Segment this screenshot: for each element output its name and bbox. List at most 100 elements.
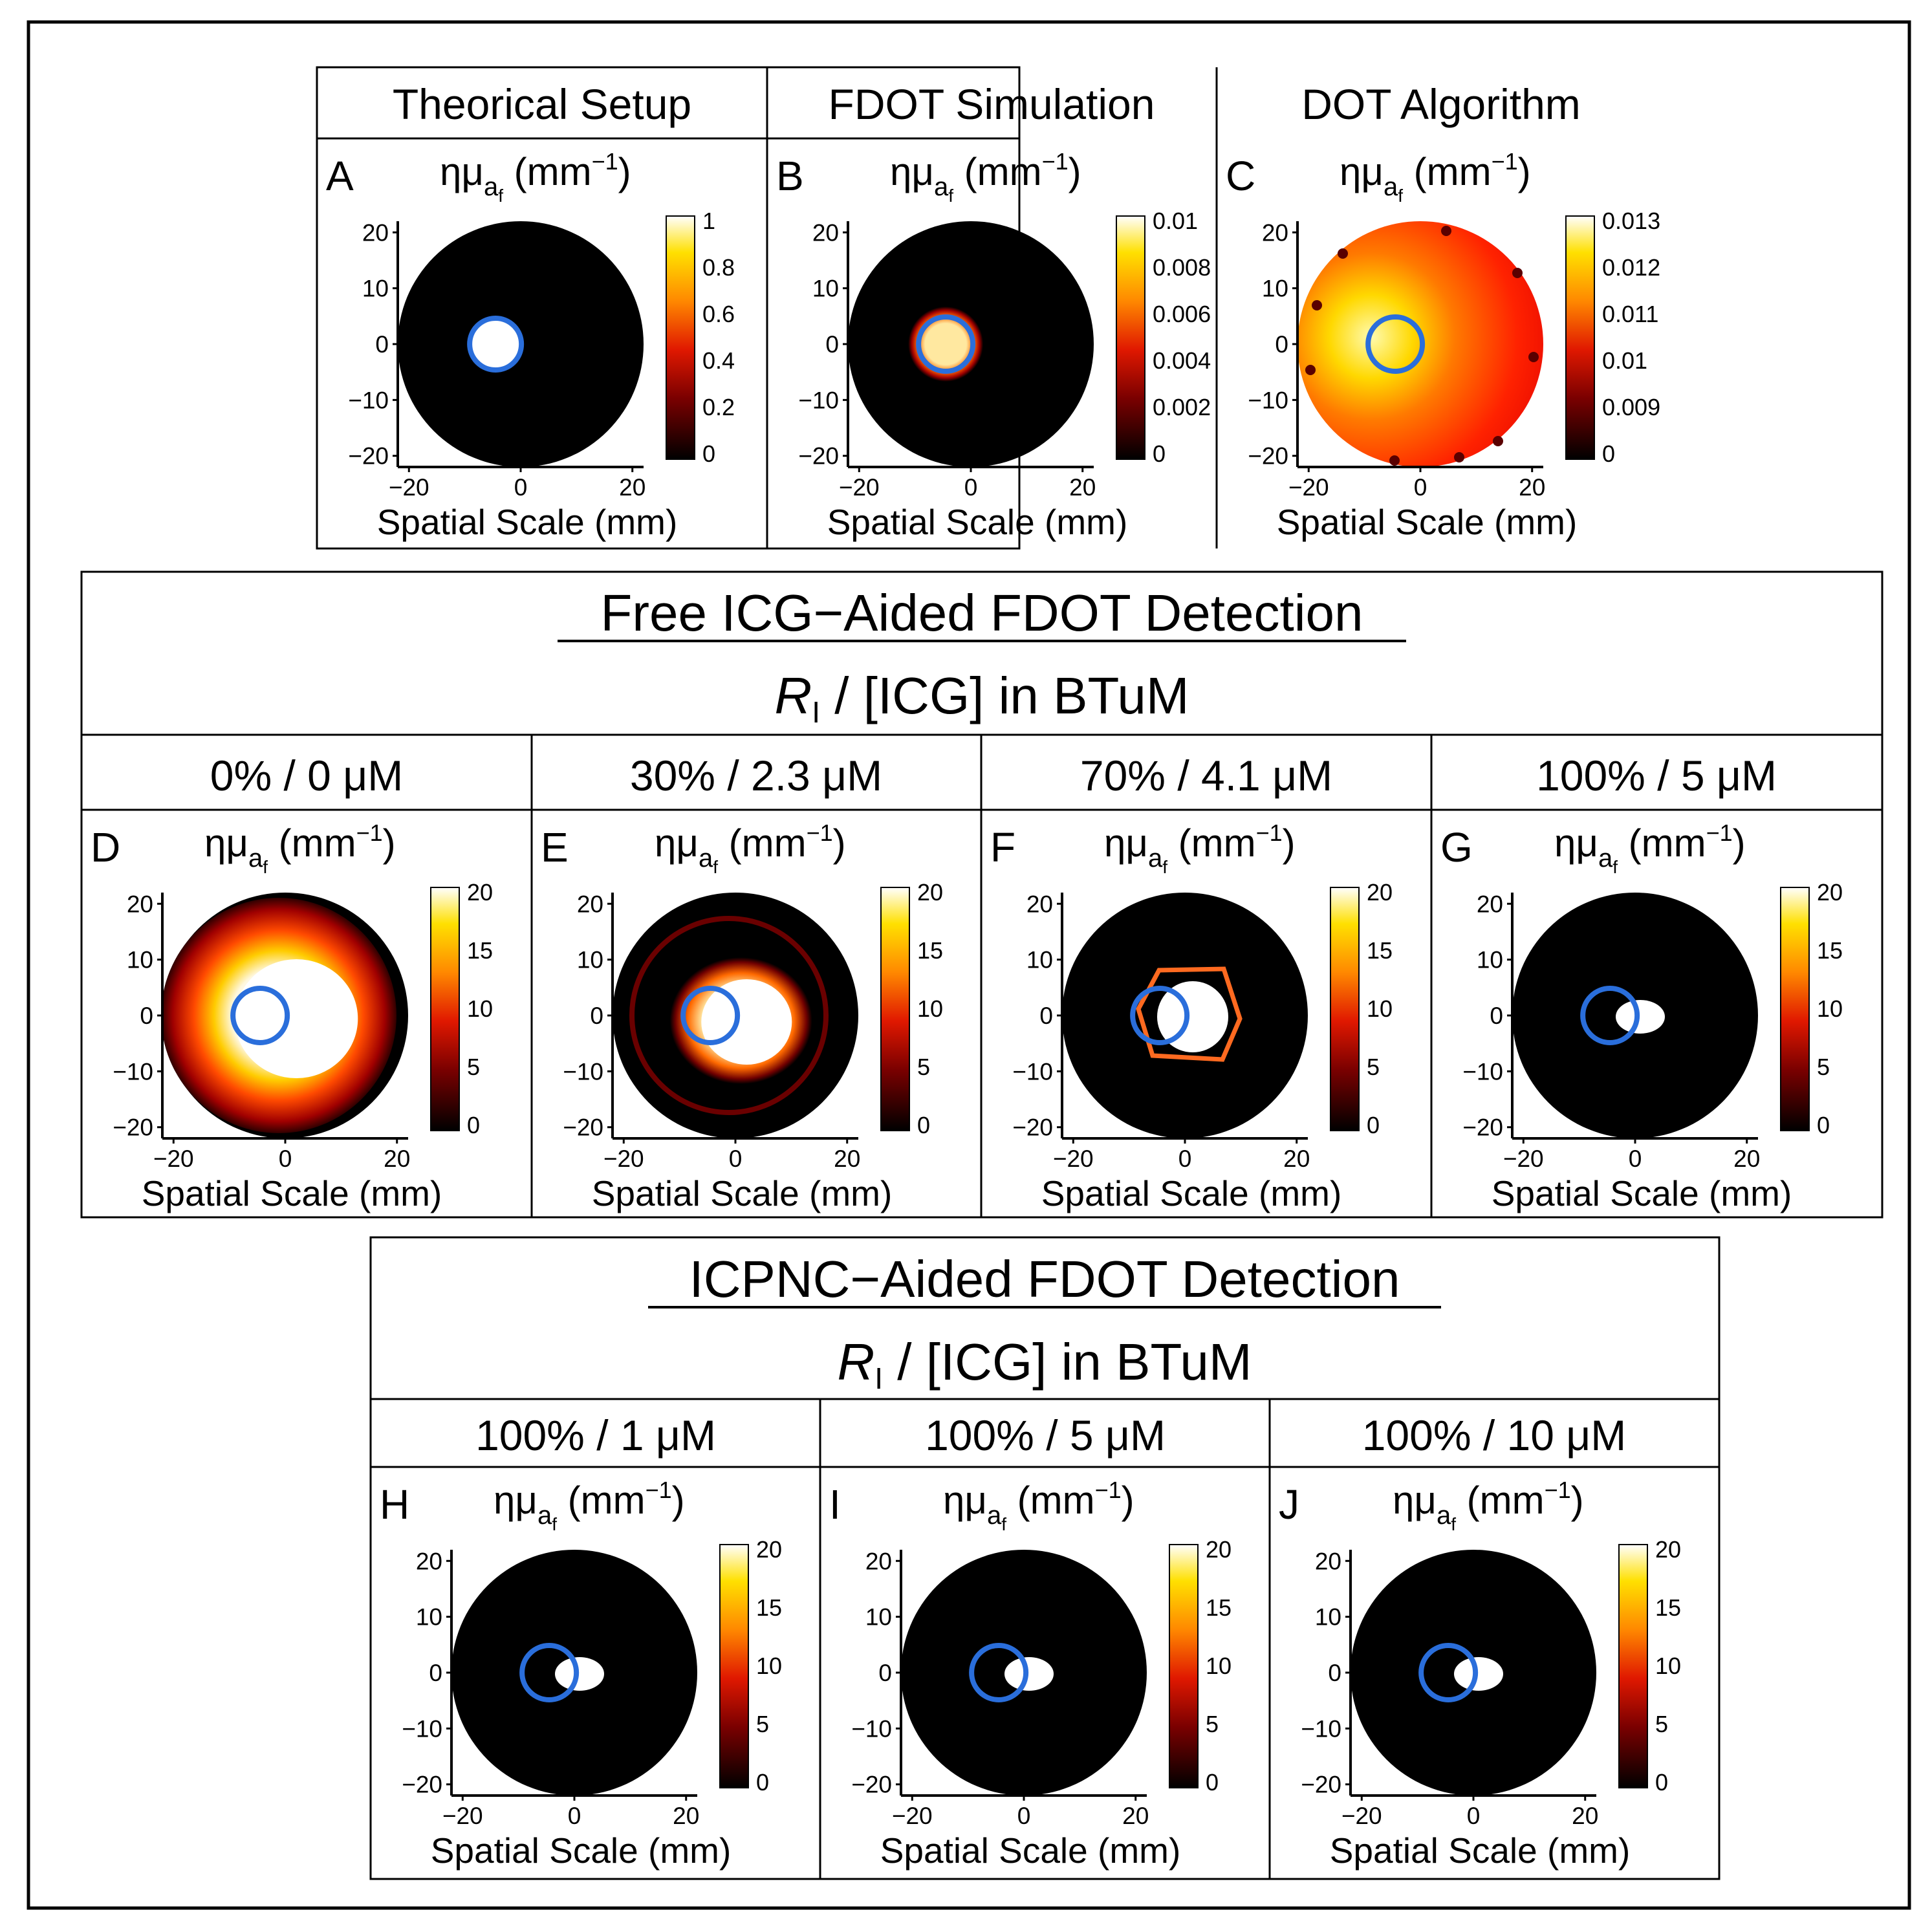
subtitle-text: / [ICG] in BTuM [820, 667, 1189, 724]
colorbar-tick-label: 0.012 [1602, 254, 1660, 281]
x-tick-label: −20 [1503, 1145, 1544, 1172]
heatmap-artifact [1512, 268, 1523, 278]
y-tick-label: −20 [1301, 1772, 1341, 1798]
unit-open: (mm [1403, 150, 1492, 193]
heatmap-artifact [1312, 300, 1322, 310]
quantity-symbol: ημ [943, 1479, 987, 1522]
y-tick-label: −10 [851, 1715, 892, 1742]
unit-open: (mm [718, 821, 807, 865]
ratio-symbol: R [837, 1333, 874, 1391]
unit-exponent: −1 [646, 1477, 672, 1503]
quantity-label: ημaf (mm−1) [440, 148, 631, 206]
colorbar [1565, 215, 1595, 460]
colorbar-tick-label: 0.009 [1602, 394, 1660, 420]
quantity-subscript: a [987, 1501, 1002, 1530]
heatmap-artifact [1454, 452, 1464, 462]
ratio-subscript: I [874, 1362, 883, 1395]
colorbar-tick-label: 10 [756, 1653, 782, 1679]
colorbar [1169, 1544, 1199, 1788]
unit-close: ) [1122, 1479, 1134, 1522]
y-tick-label: 20 [1026, 891, 1053, 917]
column-header: 0% / 0 μM [210, 752, 403, 799]
x-tick-label: 0 [1178, 1145, 1192, 1172]
colorbar-tick-label: 0.002 [1153, 394, 1211, 420]
quantity-subscript: a [1437, 1501, 1451, 1530]
y-tick-label: −10 [113, 1058, 153, 1085]
heatmap-artifact [1305, 365, 1316, 375]
target-inclusion [468, 317, 523, 371]
colorbar-tick-label: 15 [917, 937, 943, 964]
section-subtitle: RI / [ICG] in BTuM [774, 667, 1189, 729]
colorbar-tick-label: 0 [917, 1112, 930, 1138]
unit-exponent: −1 [1545, 1477, 1571, 1503]
y-tick-label: 0 [878, 1660, 892, 1686]
x-tick-label: −20 [153, 1145, 194, 1172]
colorbar-tick-label: 5 [467, 1054, 480, 1080]
x-tick-label: −20 [442, 1803, 483, 1829]
y-tick-label: 20 [812, 219, 839, 246]
colorbar-tick-label: 10 [1367, 995, 1393, 1022]
y-tick-label: −10 [798, 387, 839, 413]
colorbar-tick-label: 0.01 [1602, 347, 1647, 374]
x-tick-label: 20 [1572, 1803, 1598, 1829]
y-tick-label: 0 [590, 1003, 603, 1029]
y-tick-label: 20 [1315, 1548, 1341, 1574]
target-outline [230, 986, 290, 1045]
quantity-symbol: ημ [1340, 150, 1384, 193]
colorbar [430, 887, 460, 1131]
quantity-symbol: ημ [655, 821, 699, 865]
colorbar-tick-label: 10 [1206, 1653, 1232, 1679]
quantity-subscript: a [248, 844, 263, 873]
colorbar-tick-label: 5 [917, 1054, 930, 1080]
target-outline [969, 1643, 1029, 1702]
quantity-subsubscript: f [1162, 857, 1167, 877]
x-tick-label: 0 [279, 1145, 292, 1172]
unit-close: ) [1518, 150, 1531, 193]
y-tick-label: −20 [798, 443, 839, 470]
colorbar-tick-label: 15 [467, 937, 493, 964]
colorbar-tick-label: 20 [1367, 879, 1393, 906]
y-tick-label: −10 [1462, 1058, 1503, 1085]
colorbar-tick-label: 15 [1206, 1594, 1232, 1621]
unit-open: (mm [1618, 821, 1706, 865]
x-tick-label: −20 [1288, 474, 1329, 501]
target-outline [916, 314, 976, 374]
y-tick-label: 10 [1315, 1604, 1341, 1631]
y-tick-label: −20 [1248, 443, 1288, 470]
heatmap-artifact [1441, 226, 1451, 236]
x-tick-label: −20 [389, 474, 429, 501]
y-tick-label: −10 [1301, 1715, 1341, 1742]
x-tick-label: 0 [729, 1145, 743, 1172]
y-tick-label: −20 [851, 1772, 892, 1798]
column-header: 100% / 10 μM [1362, 1411, 1627, 1459]
section-title: Free ICG−Aided FDOT Detection [601, 584, 1363, 642]
x-axis-label: Spatial Scale (mm) [1277, 502, 1578, 542]
x-tick-label: 20 [1519, 474, 1545, 501]
section-subtitle: RI / [ICG] in BTuM [837, 1333, 1252, 1395]
quantity-label: ημaf (mm−1) [204, 819, 396, 877]
unit-close: ) [383, 821, 396, 865]
colorbar-tick-label: 20 [1206, 1536, 1232, 1563]
unit-exponent: −1 [356, 819, 383, 846]
panel-letter: G [1440, 824, 1473, 871]
colorbar [1618, 1544, 1648, 1788]
panel-letter: H [380, 1481, 409, 1528]
colorbar-tick-label: 20 [917, 879, 943, 906]
panel-letter: E [541, 824, 569, 871]
quantity-label: ημaf (mm−1) [890, 148, 1081, 206]
heatmap-core [701, 979, 792, 1065]
colorbar-tick-label: 0.011 [1602, 301, 1658, 327]
colorbar-tick-label: 0.01 [1153, 208, 1198, 234]
quantity-symbol: ημ [204, 821, 248, 865]
y-tick-label: 0 [1490, 1003, 1503, 1029]
quantity-subscript: a [699, 844, 713, 873]
y-tick-label: −20 [348, 443, 389, 470]
x-tick-label: 20 [1733, 1145, 1760, 1172]
quantity-symbol: ημ [1393, 1479, 1437, 1522]
